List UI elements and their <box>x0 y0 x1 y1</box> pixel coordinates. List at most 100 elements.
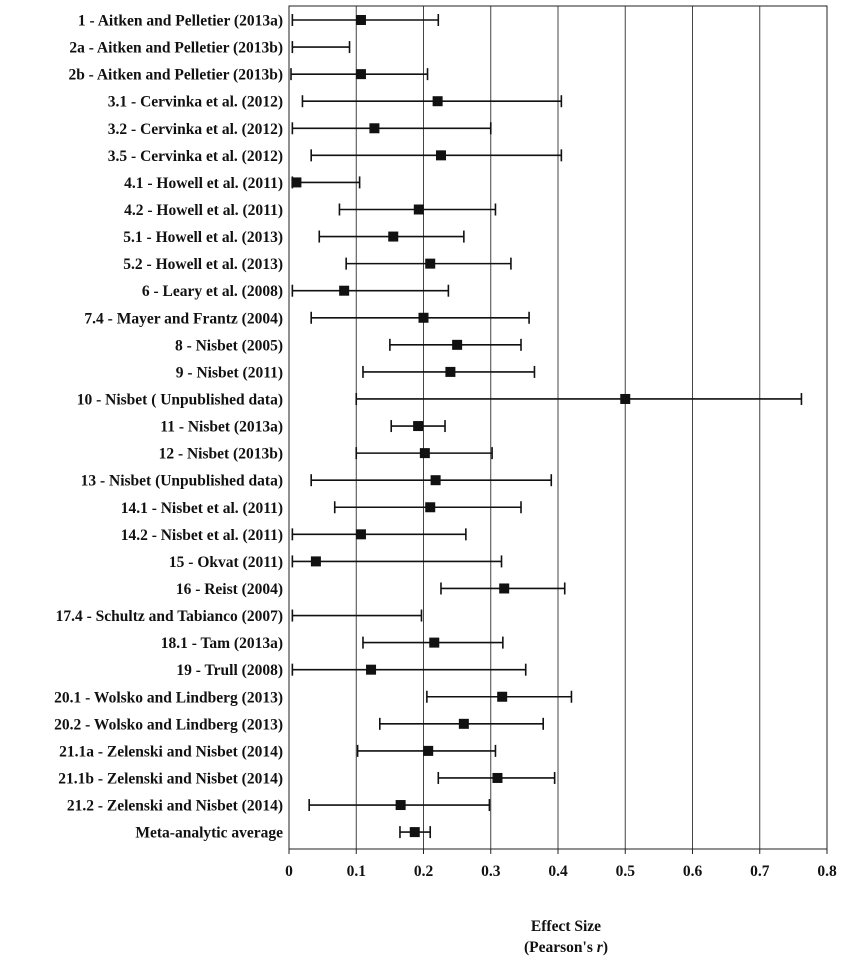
study-row: 21.1a - Zelenski and Nisbet (2014) <box>59 743 497 760</box>
x-tick-label: 0.2 <box>414 863 434 880</box>
effect-size-marker <box>395 800 406 811</box>
effect-size-marker <box>620 393 631 404</box>
study-row: 12 - Nisbet (2013b) <box>159 446 493 463</box>
effect-size-marker <box>458 718 469 729</box>
effect-size-marker <box>366 664 377 675</box>
study-label: 7.4 - Mayer and Frantz (2004) <box>84 310 283 327</box>
study-row: 17.4 - Schultz and Tabianco (2007) <box>56 608 423 625</box>
x-tick-label: 0.3 <box>481 863 501 880</box>
study-label: 16 - Reist (2004) <box>176 581 283 598</box>
effect-size-marker <box>430 475 441 486</box>
study-label: 21.2 - Zelenski and Nisbet (2014) <box>67 798 283 815</box>
study-row: 14.1 - Nisbet et al. (2011) <box>121 500 522 517</box>
study-label: 20.2 - Wolsko and Lindberg (2013) <box>54 716 283 733</box>
effect-size-marker <box>413 421 424 432</box>
effect-size-marker <box>435 150 446 161</box>
study-row: 8 - Nisbet (2005) <box>175 337 522 354</box>
effect-size-marker <box>339 285 350 296</box>
x-tick-label: 0.1 <box>347 863 366 880</box>
study-row: 20.2 - Wolsko and Lindberg (2013) <box>54 716 545 733</box>
x-tick-label: 0.4 <box>548 863 568 880</box>
effect-size-marker <box>409 827 420 838</box>
study-label: 14.2 - Nisbet et al. (2011) <box>121 527 283 544</box>
study-row: 21.1b - Zelenski and Nisbet (2014) <box>58 770 556 787</box>
study-row: 14.2 - Nisbet et al. (2011) <box>121 527 467 544</box>
study-label: 4.2 - Howell et al. (2011) <box>124 202 283 219</box>
study-label: 3.2 - Cervinka et al. (2012) <box>108 121 283 138</box>
study-row: 2a - Aitken and Pelletier (2013b) <box>69 40 351 57</box>
effect-size-marker <box>418 312 429 323</box>
study-label: 5.2 - Howell et al. (2013) <box>123 256 283 273</box>
study-label: 3.1 - Cervinka et al. (2012) <box>108 94 283 111</box>
study-row: Meta-analytic average <box>135 825 432 842</box>
x-tick-label: 0.5 <box>616 863 636 880</box>
study-row: 9 - Nisbet (2011) <box>176 364 536 381</box>
effect-size-marker <box>432 96 443 107</box>
study-label: 4.1 - Howell et al. (2011) <box>124 175 283 192</box>
study-label: 1 - Aitken and Pelletier (2013a) <box>78 13 283 30</box>
study-row: 6 - Leary et al. (2008) <box>142 283 450 300</box>
x-tick-label: 0.6 <box>683 863 703 880</box>
study-label: 17.4 - Schultz and Tabianco (2007) <box>56 608 283 625</box>
study-label: 19 - Trull (2008) <box>176 662 283 679</box>
effect-size-marker <box>492 772 503 783</box>
study-row: 4.1 - Howell et al. (2011) <box>124 175 361 192</box>
study-row: 19 - Trull (2008) <box>176 662 527 679</box>
study-rows: 1 - Aitken and Pelletier (2013a) 2a - Ait… <box>54 13 803 842</box>
study-row: 1 - Aitken and Pelletier (2013a) <box>78 13 440 30</box>
effect-size-marker <box>423 745 434 756</box>
effect-size-marker <box>388 231 399 242</box>
study-label: Meta-analytic average <box>135 825 283 842</box>
effect-size-marker <box>355 529 366 540</box>
study-label: 12 - Nisbet (2013b) <box>159 446 283 463</box>
study-label: 6 - Leary et al. (2008) <box>142 283 283 300</box>
study-label: 18.1 - Tam (2013a) <box>161 635 283 652</box>
x-axis-subtitle-suffix: ) <box>603 939 608 956</box>
study-label: 3.5 - Cervinka et al. (2012) <box>108 148 283 165</box>
effect-size-marker <box>452 339 463 350</box>
study-row: 13 - Nisbet (Unpublished data) <box>81 473 553 490</box>
effect-size-marker <box>369 123 380 134</box>
study-row: 10 - Nisbet ( Unpublished data) <box>77 391 803 408</box>
study-row: 5.1 - Howell et al. (2013) <box>123 229 465 246</box>
study-row: 2b - Aitken and Pelletier (2013b) <box>68 67 429 84</box>
effect-size-marker <box>419 448 430 459</box>
effect-size-marker <box>413 204 424 215</box>
study-label: 21.1b - Zelenski and Nisbet (2014) <box>58 770 283 787</box>
x-tick-label: 0.8 <box>817 863 837 880</box>
study-row: 16 - Reist (2004) <box>176 581 566 598</box>
effect-size-marker <box>425 258 436 269</box>
effect-size-marker <box>445 366 456 377</box>
study-label: 15 - Okvat (2011) <box>169 554 283 571</box>
study-label: 11 - Nisbet (2013a) <box>160 419 283 436</box>
study-label: 2b - Aitken and Pelletier (2013b) <box>68 67 283 84</box>
study-row: 5.2 - Howell et al. (2013) <box>123 256 512 273</box>
x-axis-subtitle-variable: r <box>597 939 604 956</box>
study-label: 2a - Aitken and Pelletier (2013b) <box>69 40 283 57</box>
x-axis-subtitle: (Pearson's r) <box>524 939 608 956</box>
gridlines <box>355 6 761 849</box>
study-label: 9 - Nisbet (2011) <box>176 364 283 381</box>
study-row: 3.5 - Cervinka et al. (2012) <box>108 148 563 165</box>
study-row: 11 - Nisbet (2013a) <box>160 419 446 436</box>
study-row: 15 - Okvat (2011) <box>169 554 503 571</box>
study-row: 18.1 - Tam (2013a) <box>161 635 504 652</box>
study-label: 13 - Nisbet (Unpublished data) <box>81 473 283 490</box>
study-label: 20.1 - Wolsko and Lindberg (2013) <box>54 689 283 706</box>
effect-size-marker <box>291 177 302 188</box>
study-label: 14.1 - Nisbet et al. (2011) <box>121 500 283 517</box>
study-label: 10 - Nisbet ( Unpublished data) <box>77 391 283 408</box>
study-label: 21.1a - Zelenski and Nisbet (2014) <box>59 743 283 760</box>
effect-size-marker <box>497 691 508 702</box>
x-tick-label: 0.7 <box>750 863 770 880</box>
plot-frame <box>288 5 828 850</box>
study-row: 7.4 - Mayer and Frantz (2004) <box>84 310 530 327</box>
study-label: 8 - Nisbet (2005) <box>175 337 283 354</box>
study-row: 21.2 - Zelenski and Nisbet (2014) <box>67 798 491 815</box>
x-axis: 0 0.1 0.2 0.3 0.4 0.5 0.6 0.7 0.8 <box>285 849 837 880</box>
study-row: 20.1 - Wolsko and Lindberg (2013) <box>54 689 573 706</box>
effect-size-marker <box>425 502 436 513</box>
effect-size-marker <box>355 69 366 80</box>
effect-size-marker <box>355 15 366 25</box>
